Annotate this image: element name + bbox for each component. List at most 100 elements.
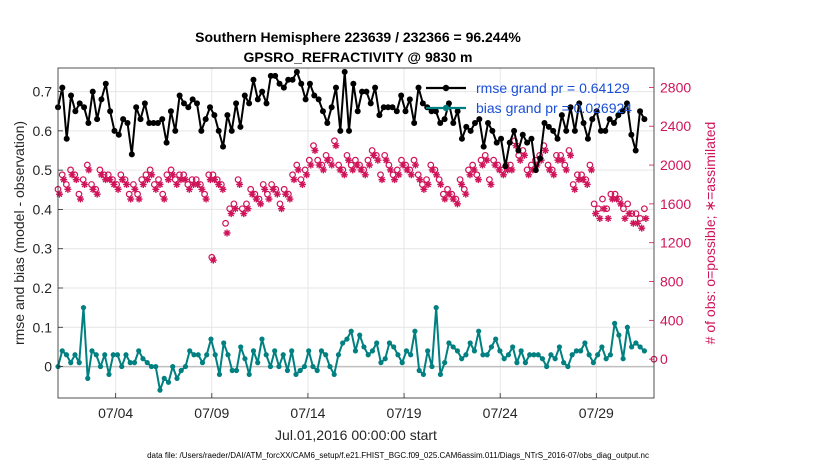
assimilated-point xyxy=(143,176,151,184)
left-y-tick-label: 0.4 xyxy=(33,201,53,217)
rmse-point xyxy=(367,100,374,107)
assimilated-point xyxy=(474,176,482,184)
bias-point xyxy=(637,344,643,350)
assimilated-point xyxy=(424,180,432,188)
rmse-point xyxy=(398,92,405,99)
assimilated-point xyxy=(148,171,156,179)
bias-point xyxy=(76,360,82,366)
assimilated-point xyxy=(311,147,319,154)
bias-point xyxy=(403,348,410,354)
assimilated-point xyxy=(470,166,478,174)
rmse-point xyxy=(154,120,161,126)
assimilated-point xyxy=(495,166,503,174)
assimilated-point xyxy=(491,161,499,169)
rmse-point xyxy=(432,108,439,115)
rmse-point xyxy=(597,127,604,134)
rmse-point xyxy=(411,120,418,126)
rmse-point xyxy=(437,120,444,126)
right-y-tick-label: 0 xyxy=(660,351,668,367)
bias-point xyxy=(323,352,329,358)
assimilated-point xyxy=(72,176,80,184)
possible-point xyxy=(590,200,598,208)
assimilated-point xyxy=(210,176,218,184)
assimilated-point xyxy=(575,176,583,184)
assimilated-point xyxy=(420,185,428,193)
assimilated-point xyxy=(407,171,415,179)
rmse-point xyxy=(193,100,200,107)
assimilated-point xyxy=(520,151,528,159)
assimilated-point xyxy=(386,166,394,174)
assimilated-point xyxy=(328,161,336,169)
assimilated-point xyxy=(131,185,139,193)
rmse-point xyxy=(272,72,279,79)
assimilated-point xyxy=(479,161,487,169)
assimilated-point xyxy=(499,171,507,179)
rmse-point xyxy=(180,100,187,107)
bias-point xyxy=(140,356,146,362)
bias-point xyxy=(221,340,227,346)
bias-point xyxy=(178,367,184,374)
legend-marker xyxy=(442,84,450,92)
rmse-point xyxy=(454,108,461,115)
assimilated-point xyxy=(303,171,311,179)
rmse-point xyxy=(506,139,513,146)
rmse-point xyxy=(298,80,305,87)
assimilated-point xyxy=(382,156,390,164)
bias-point xyxy=(544,363,550,370)
bias-point xyxy=(620,356,626,362)
bias-point xyxy=(250,348,257,354)
rmse-point xyxy=(280,84,287,91)
bias-point xyxy=(63,352,70,358)
bias-point xyxy=(280,352,286,358)
rmse-point xyxy=(163,139,170,146)
assimilated-point xyxy=(638,224,646,232)
assimilated-point xyxy=(223,229,231,237)
bias-point xyxy=(416,367,422,374)
bias-point xyxy=(539,356,546,362)
rmse-point xyxy=(263,100,270,107)
assimilated-point xyxy=(349,166,357,174)
bias-point xyxy=(471,348,478,354)
bias-point xyxy=(531,352,537,358)
assimilated-point xyxy=(412,161,420,169)
bias-point xyxy=(289,348,295,354)
rmse-point xyxy=(233,100,240,107)
rmse-point xyxy=(319,108,326,115)
rmse-point xyxy=(606,116,613,123)
bias-point xyxy=(565,363,571,370)
assimilated-point xyxy=(608,195,616,203)
bias-point xyxy=(110,352,116,358)
assimilated-point xyxy=(198,185,206,193)
assimilated-point xyxy=(93,190,101,198)
rmse-point xyxy=(176,92,183,99)
bias-point xyxy=(212,352,218,358)
rmse-point xyxy=(380,104,387,111)
assimilated-point xyxy=(391,176,399,184)
assimilated-point xyxy=(600,205,608,213)
assimilated-point xyxy=(244,205,252,213)
assimilated-point xyxy=(361,171,369,179)
rmse-point xyxy=(428,108,435,115)
assimilated-point xyxy=(219,185,227,193)
rmse-point xyxy=(72,108,79,115)
assimilated-outlier-point xyxy=(209,256,217,264)
bias-point xyxy=(148,363,155,370)
rmse-point xyxy=(419,100,426,107)
rmse-point xyxy=(141,100,148,107)
bias-point xyxy=(641,348,647,354)
assimilated-point xyxy=(357,166,365,174)
rmse-point xyxy=(215,127,222,134)
rmse-point xyxy=(571,127,578,134)
legend-entry: rmse grand pr = 0.64129 xyxy=(476,80,630,96)
rmse-point xyxy=(602,127,609,134)
assimilated-point xyxy=(529,166,537,174)
rmse-point xyxy=(354,108,361,115)
assimilated-point xyxy=(562,166,570,174)
assimilated-point xyxy=(60,176,68,184)
bias-point xyxy=(340,340,346,346)
bias-point xyxy=(131,360,138,366)
possible-point xyxy=(624,200,632,208)
rmse-point xyxy=(198,127,205,134)
rmse-point xyxy=(302,96,309,103)
bias-point xyxy=(467,340,473,346)
